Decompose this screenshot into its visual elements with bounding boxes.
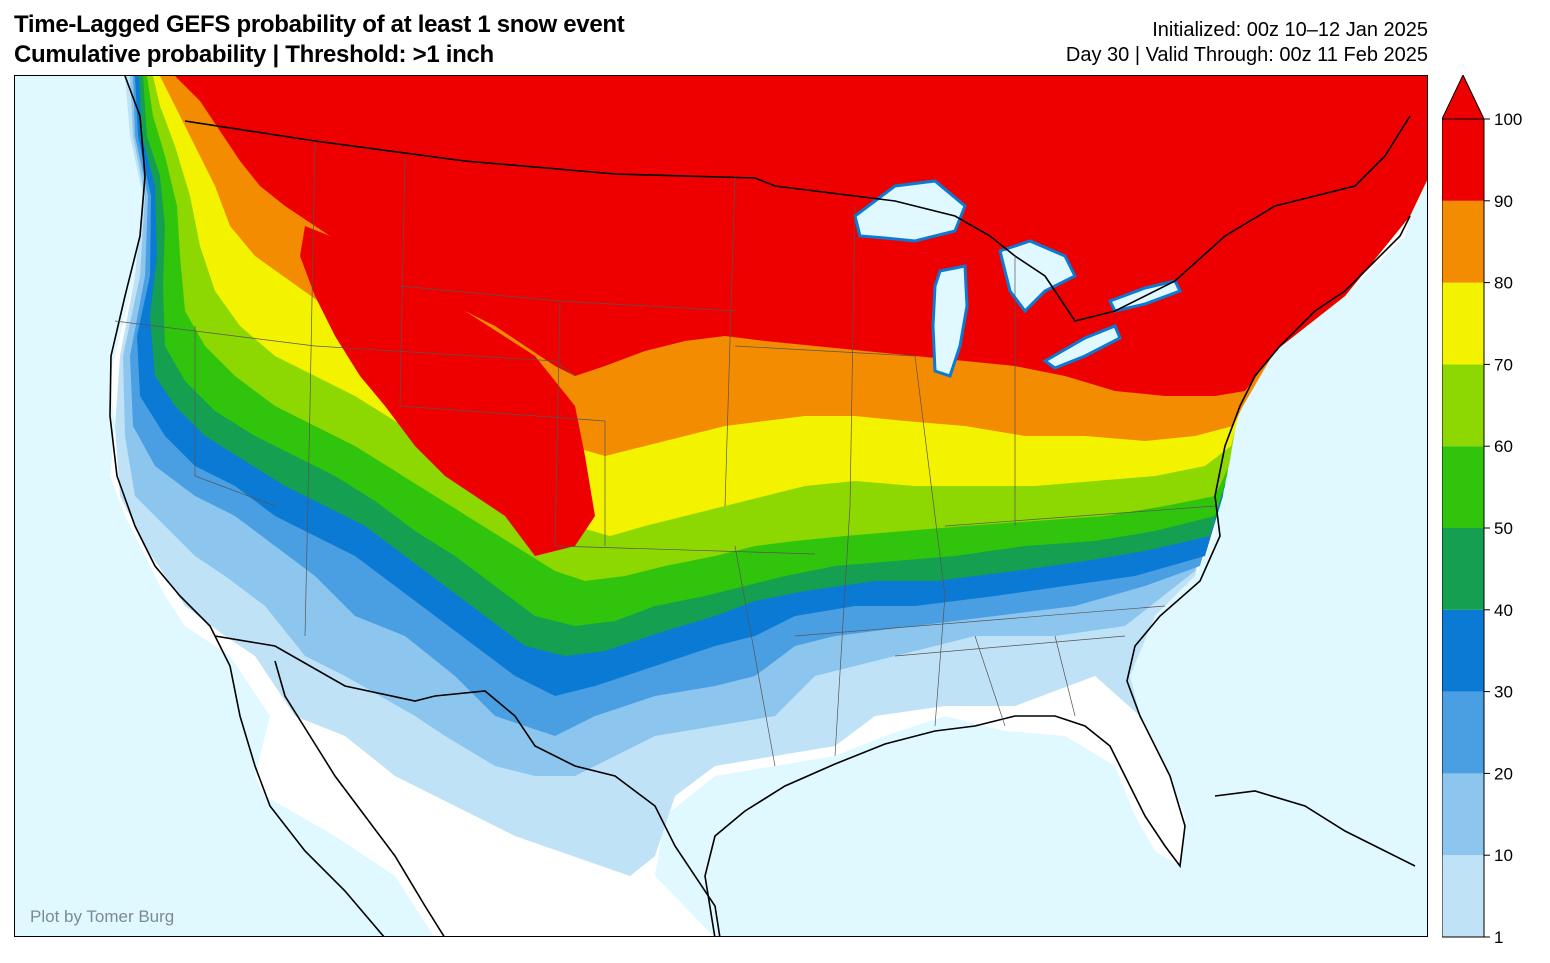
colorbar-extend-arrow xyxy=(1442,75,1485,120)
cuba-coastline xyxy=(1214,790,1416,867)
colorbar-bin-50-60 xyxy=(1442,446,1484,528)
colorbar-bin-1-10 xyxy=(1442,855,1484,937)
title-line-2: Cumulative probability | Threshold: >1 i… xyxy=(14,41,494,68)
colorbar-bin-70-80 xyxy=(1442,282,1484,365)
colorbar-legend: 1 10 20 30 40 50 60 70 80 90 100 xyxy=(1442,75,1522,947)
info-block: Initialized: 00z 10–12 Jan 2025 Day 30 |… xyxy=(1066,18,1428,68)
plot-credit: Plot by Tomer Burg xyxy=(30,907,175,926)
gulf-atlantic-coastline xyxy=(704,215,1411,936)
title-line-1: Time-Lagged GEFS probability of at least… xyxy=(14,11,625,38)
colorbar-bin-40-50 xyxy=(1442,528,1484,610)
colorbar-tick-label: 90 xyxy=(1494,192,1513,211)
canada-us-border xyxy=(184,115,1411,322)
prob-band-90-100-rockies xyxy=(300,226,595,556)
colorbar-bin-30-40 xyxy=(1442,609,1484,692)
snow-probability-map xyxy=(109,76,1427,936)
pacific-coastline xyxy=(109,76,385,936)
map-panel xyxy=(14,75,1428,937)
colorbar-bin-10-20 xyxy=(1442,773,1484,856)
state-boundaries xyxy=(114,140,1216,767)
colorbar-bin-60-70 xyxy=(1442,364,1484,447)
colorbar-tick-label: 80 xyxy=(1494,274,1513,293)
prob-band-90-100 xyxy=(175,76,1427,396)
colorbar-tick-label: 1 xyxy=(1494,928,1503,947)
colorbar-tick-label: 70 xyxy=(1494,355,1513,374)
colorbar-tick-label: 60 xyxy=(1494,437,1513,456)
colorbar-tick-label: 50 xyxy=(1494,519,1513,538)
colorbar-tick-label: 100 xyxy=(1494,110,1522,129)
colorbar-tick-label: 20 xyxy=(1494,764,1513,783)
lake-michigan xyxy=(931,264,969,378)
baja-coastline xyxy=(274,660,445,936)
lake-erie xyxy=(1042,324,1122,370)
valid-through-label: Day 30 | Valid Through: 00z 11 Feb 2025 xyxy=(1065,44,1428,66)
colorbar-tick-label: 40 xyxy=(1494,601,1513,620)
colorbar-bin-20-30 xyxy=(1442,691,1484,774)
lake-superior xyxy=(853,179,967,243)
initialized-label: Initialized: 00z 10–12 Jan 2025 xyxy=(1152,19,1428,41)
title-block: Time-Lagged GEFS probability of at least… xyxy=(14,10,625,70)
colorbar-bin-90-100 xyxy=(1442,119,1484,201)
colorbar-tick-label: 10 xyxy=(1494,846,1513,865)
colorbar-bin-80-90 xyxy=(1442,200,1484,283)
mexico-us-border xyxy=(214,635,721,936)
colorbar-tick-label: 30 xyxy=(1494,683,1513,702)
